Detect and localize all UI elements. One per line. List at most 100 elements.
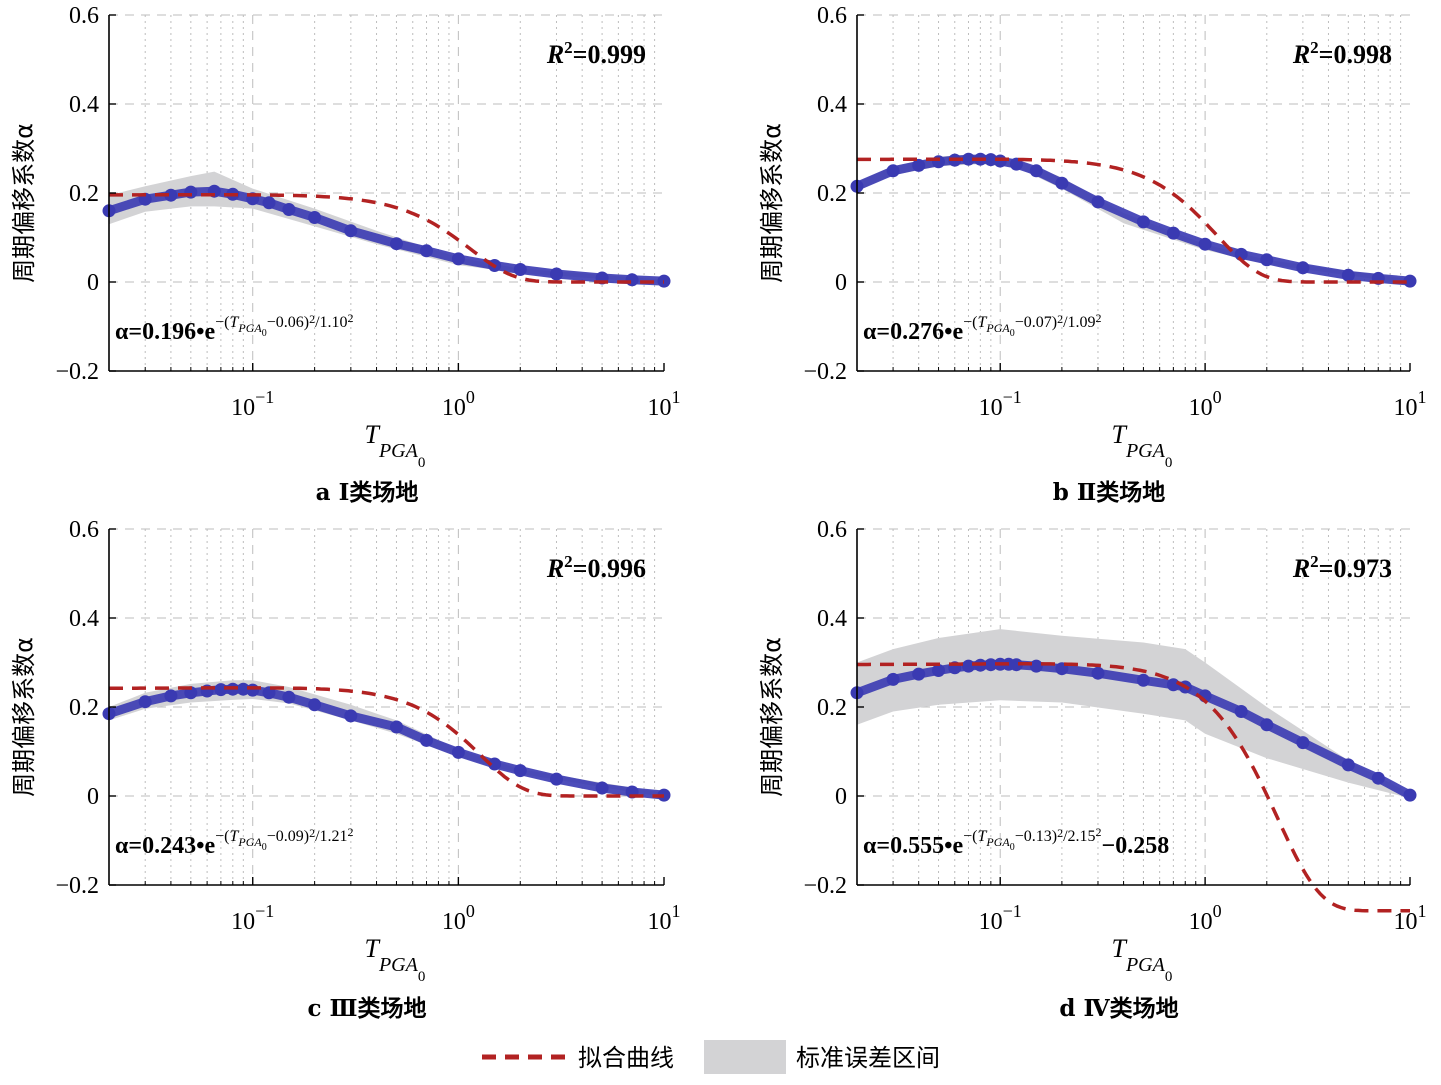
chart-panel-c: −0.200.20.40.610−1 100 101TPGA0周期偏移系数αR2=0…: [10, 517, 681, 1022]
r2-exponent: 2: [564, 38, 573, 57]
y-tick-label: 0.6: [817, 517, 847, 543]
formula-exp-sigma: /1.09: [1063, 314, 1095, 331]
fit-formula: α=0.555•e−(TPGA0−0.13)2/2.152−0.258: [863, 825, 1169, 859]
x-tick-base: 10: [648, 395, 672, 421]
y-tick-label: 0.2: [69, 695, 99, 721]
formula-exp-sub: PGA: [237, 835, 262, 849]
x-tick-exponent: 1: [1418, 387, 1427, 407]
y-tick-label: 0.4: [817, 92, 847, 118]
data-point: [1234, 705, 1248, 718]
formula-exp-sq: 2: [1057, 312, 1063, 326]
formula-exp-sq: 2: [1057, 826, 1063, 840]
fit-curve: [109, 686, 664, 798]
r2-value: =0.999: [573, 40, 646, 69]
x-tick-base: 10: [1394, 395, 1418, 421]
data-point: [1296, 736, 1310, 750]
formula-offset: −0.258: [1102, 833, 1170, 859]
legend-fit-label: 拟合曲线: [578, 1044, 674, 1072]
data-point: [236, 682, 250, 696]
x-tick-exponent: −1: [255, 901, 274, 921]
x-tick-base: 10: [442, 909, 466, 935]
r2-value: =0.996: [573, 554, 646, 583]
formula-exp-open: −(: [963, 314, 977, 331]
data-point: [246, 683, 260, 697]
x-tick-base: 10: [979, 395, 1003, 421]
data-point: [595, 781, 609, 795]
data-point: [184, 185, 198, 199]
x-tick-label: 100: [442, 901, 475, 935]
x-tick-label: 100: [1189, 901, 1222, 935]
y-tick-label: 0: [87, 270, 99, 296]
formula-exp-sigma: /2.15: [1063, 828, 1095, 845]
data-point: [282, 690, 296, 704]
x-tick-base: 10: [231, 909, 255, 935]
data-point: [262, 196, 276, 210]
r2-symbol: R: [1292, 40, 1310, 69]
formula-exp-sq2: 2: [1096, 311, 1102, 325]
data-point: [308, 211, 322, 224]
formula-exp-mu: −0.07): [1015, 314, 1057, 331]
data-point: [1166, 226, 1180, 240]
x-tick-label: 10−1: [231, 901, 274, 935]
formula-exp-sq: 2: [309, 826, 315, 840]
data-point: [1341, 268, 1355, 282]
r2-exponent: 2: [1310, 552, 1319, 571]
data-point: [886, 672, 900, 686]
formula-exp-sq: 2: [309, 312, 315, 326]
formula-exp-mu: −0.13): [1015, 828, 1057, 845]
x-axis-label-subsub: 0: [418, 969, 426, 985]
data-point: [550, 772, 563, 786]
x-axis-label-main: T: [365, 934, 381, 963]
x-tick-exponent: 0: [1213, 387, 1222, 407]
data-point: [1371, 771, 1385, 785]
r2-symbol: R: [546, 40, 564, 69]
formula-main: α=0.196•e: [115, 319, 215, 345]
legend-band-label: 标准误差区间: [796, 1044, 940, 1072]
r2-value: =0.998: [1319, 40, 1392, 69]
formula-main: α=0.276•e: [863, 319, 963, 345]
y-tick-label: 0.2: [817, 695, 847, 721]
x-tick-base: 10: [442, 395, 466, 421]
fit-curve: [857, 157, 1410, 284]
data-point: [1136, 673, 1150, 687]
data-point: [344, 709, 358, 723]
y-axis-label: 周期偏移系数α: [10, 123, 38, 283]
x-tick-exponent: −1: [1003, 387, 1022, 407]
fit-curve: [109, 193, 664, 284]
formula-exp-mu: −0.09): [267, 828, 309, 845]
data-point: [1029, 659, 1043, 673]
formula-exp-sub: PGA: [985, 321, 1010, 335]
formula-exp-sigma: /1.10: [315, 314, 347, 331]
data-point: [420, 244, 433, 258]
x-axis-label: TPGA0: [1112, 420, 1173, 471]
data-point: [1403, 788, 1417, 802]
y-tick-label: 0.4: [817, 606, 847, 632]
x-tick-label: 100: [442, 387, 475, 421]
y-tick-label: −0.2: [55, 873, 99, 899]
r-squared-label: R2=0.996: [546, 552, 646, 583]
formula-exp-sigma: /1.21: [315, 828, 347, 845]
legend-band-swatch: [704, 1040, 786, 1074]
x-axis-label: TPGA0: [365, 934, 426, 985]
x-tick-exponent: 1: [672, 901, 681, 921]
data-point: [962, 152, 975, 166]
y-tick-label: 0.2: [817, 181, 847, 207]
data-point: [912, 667, 926, 681]
y-tick-label: 0.6: [817, 3, 847, 29]
r2-exponent: 2: [1310, 38, 1319, 57]
y-tick-label: 0.2: [69, 181, 99, 207]
data-trace: [852, 154, 1415, 286]
formula-exp-t: T: [977, 828, 987, 845]
r-squared-label: R2=0.998: [1292, 38, 1392, 69]
x-axis-label-main: T: [365, 420, 381, 449]
x-tick-base: 10: [231, 395, 255, 421]
data-point: [1234, 247, 1248, 261]
x-tick-base: 10: [1189, 909, 1213, 935]
data-point: [164, 188, 178, 202]
chart-panel-d: −0.200.20.40.610−1 100 101TPGA0周期偏移系数αR2=0…: [758, 517, 1427, 1022]
formula-exp-t: T: [229, 828, 239, 845]
data-point: [886, 164, 900, 178]
data-point: [932, 155, 945, 169]
formula-exp-t: T: [977, 314, 987, 331]
